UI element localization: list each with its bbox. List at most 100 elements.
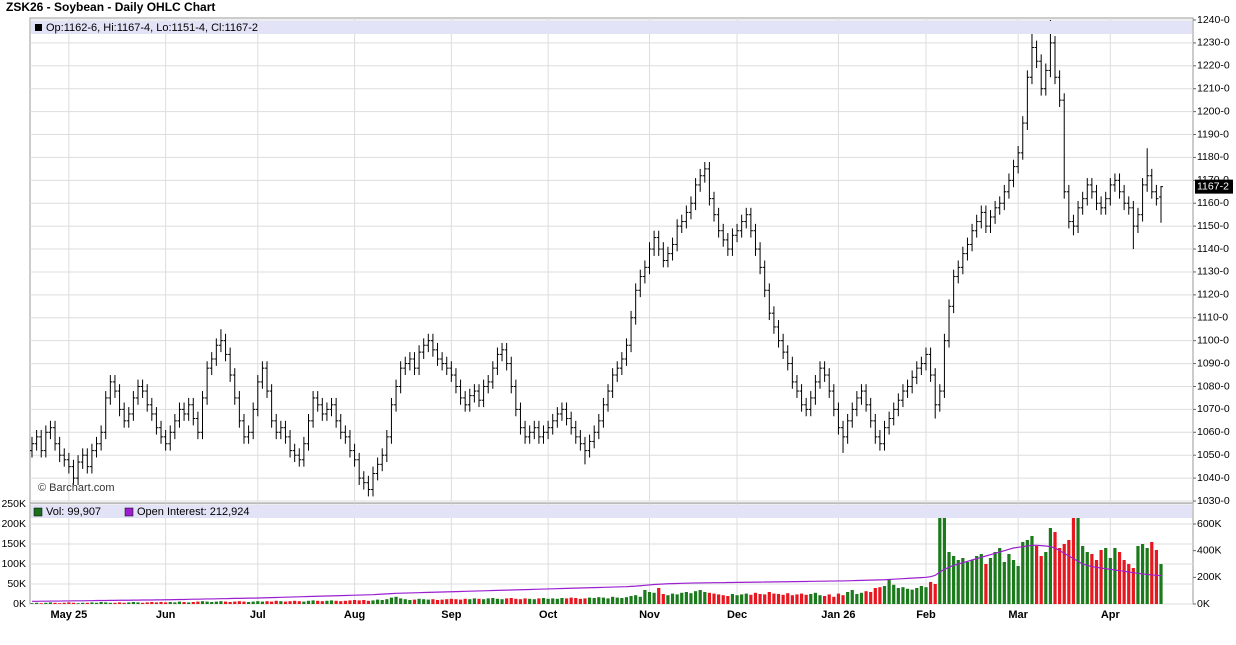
volume-bar — [187, 602, 191, 604]
volume-bar — [1094, 560, 1099, 604]
volume-bar — [214, 601, 218, 604]
volume-bar — [150, 602, 154, 604]
volume-bar — [726, 596, 730, 604]
volume-bar — [412, 599, 417, 604]
volume-bar — [919, 586, 923, 604]
volume-bar — [380, 600, 384, 604]
y-tick-label: 0K — [13, 598, 26, 610]
volume-bar — [196, 601, 200, 604]
y-tick-label: 1070-0 — [1197, 403, 1230, 415]
volume-bar — [320, 601, 324, 604]
y-tick-label: 1150-0 — [1197, 220, 1229, 232]
volume-bar — [1030, 536, 1034, 604]
volume-bar — [385, 599, 389, 604]
volume-bar — [1159, 564, 1163, 604]
volume-bar — [859, 592, 864, 604]
volume-bar — [984, 564, 988, 604]
volume-bar — [666, 595, 670, 604]
volume-bar — [684, 592, 688, 604]
volume-bar — [62, 602, 66, 604]
volume-bar — [689, 593, 693, 604]
volume-bar — [1131, 568, 1135, 604]
volume-bar — [131, 602, 135, 604]
volume-bar — [500, 599, 504, 604]
volume-bar — [896, 588, 900, 604]
volume-bar — [744, 593, 748, 604]
x-tick-label: Nov — [639, 609, 661, 621]
volume-bar — [233, 601, 237, 604]
volume-bar — [1016, 566, 1020, 604]
volume-bar — [127, 602, 131, 604]
volume-bar — [864, 591, 868, 604]
volume-bar — [223, 601, 228, 604]
volume-bar — [325, 600, 329, 604]
x-tick-label: Aug — [344, 609, 365, 621]
volume-bar — [638, 596, 642, 604]
volume-bar — [113, 602, 117, 604]
legend-swatch — [33, 507, 43, 517]
volume-bar — [482, 599, 486, 604]
volume-bar — [94, 602, 99, 604]
volume-bar — [1007, 554, 1011, 604]
volume-bar — [574, 598, 578, 604]
volume-bar — [753, 592, 758, 604]
volume-bar — [1002, 562, 1006, 604]
volume-bar — [449, 598, 453, 604]
volume-bar — [680, 592, 684, 604]
volume-bar — [154, 602, 159, 604]
volume-bar — [288, 601, 292, 604]
volume-bar — [624, 597, 629, 604]
volume-bar — [117, 602, 122, 604]
volume-bar — [205, 601, 209, 604]
y2-tick-label: 0K — [1197, 598, 1210, 610]
volume-bar — [647, 592, 652, 604]
y2-tick-label: 600K — [1197, 518, 1222, 530]
volume-bar — [1034, 546, 1039, 604]
volume-bar — [297, 601, 301, 604]
y-tick-label: 1130-0 — [1197, 266, 1229, 278]
volume-bar — [1113, 548, 1117, 604]
legend-label: Vol: 99,907 — [46, 506, 101, 518]
volume-bar — [993, 552, 997, 604]
x-tick-label: Oct — [539, 609, 558, 621]
volume-bar — [242, 601, 246, 604]
volume-bar — [251, 601, 255, 604]
volume-bar — [200, 601, 205, 604]
volume-bar — [629, 596, 633, 604]
volume-bar — [850, 590, 854, 604]
volume-bar — [454, 599, 458, 604]
volume-bar — [869, 592, 873, 604]
volume-bar — [486, 598, 490, 604]
x-tick-label: May 25 — [51, 609, 88, 621]
volume-bar — [279, 601, 283, 604]
volume-bar — [892, 584, 896, 604]
volume-bar — [952, 556, 956, 604]
y-tick-label: 250K — [1, 498, 26, 510]
y-tick-label: 1200-0 — [1197, 105, 1230, 117]
volume-bar — [1108, 558, 1112, 604]
volume-bar — [823, 596, 827, 604]
volume-bar — [541, 598, 546, 604]
volume-bar — [399, 598, 403, 604]
volume-bar — [509, 598, 513, 604]
volume-bar — [403, 599, 407, 604]
volume-bar — [1067, 540, 1071, 604]
volume-bar — [1154, 550, 1158, 604]
volume-bar — [1021, 542, 1025, 604]
last-price-label: 1167-2 — [1197, 180, 1229, 192]
volume-bar — [237, 601, 241, 604]
volume-bar — [938, 512, 942, 604]
volume-bar — [947, 552, 951, 604]
y-tick-label: 1190-0 — [1197, 128, 1229, 140]
volume-bar — [246, 602, 251, 604]
chart-title: ZSK26 - Soybean - Daily OHLC Chart — [6, 0, 215, 14]
volume-bar — [219, 601, 223, 604]
volume-bar — [703, 592, 707, 604]
volume-bar — [1099, 550, 1103, 604]
volume-bar — [302, 601, 306, 604]
volume-bar — [108, 602, 112, 604]
volume-bar — [988, 558, 993, 604]
volume-bar — [136, 602, 140, 604]
volume-bar — [772, 593, 776, 604]
volume-bar — [311, 600, 315, 604]
